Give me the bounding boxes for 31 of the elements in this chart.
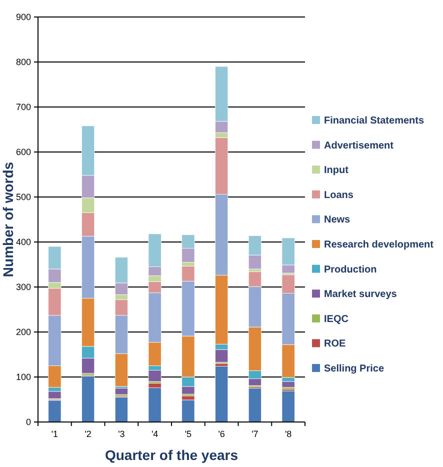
legend-label: Market surveys (324, 289, 398, 300)
legend-label: Input (324, 165, 350, 176)
legend-label: News (324, 214, 351, 226)
y-tick-label: 600 (16, 147, 31, 158)
legend-label: IEQC (324, 314, 348, 325)
y-tick-label: 900 (16, 12, 31, 22)
legend-label: Production (324, 264, 377, 276)
x-axis-title: Quarter of the years (104, 447, 238, 463)
legend-label: Loans (324, 190, 354, 201)
x-tick-label: '4 (151, 429, 158, 439)
x-tick-label: '3 (118, 429, 125, 439)
y-tick-label: 0 (26, 417, 31, 428)
x-tick-label: '5 (184, 429, 192, 439)
y-tick-label: 400 (16, 237, 31, 248)
legend-label: Financial Statements (324, 116, 424, 126)
x-tick-label: '7 (252, 429, 258, 439)
x-tick-label: '6 (218, 429, 225, 439)
y-tick-label: 300 (16, 282, 31, 292)
y-tick-label: 100 (16, 372, 31, 382)
legend-label: Research development (324, 240, 434, 250)
legend-label: ROE (324, 338, 346, 350)
x-tick-label: '8 (284, 429, 292, 439)
legend-label: Advertisement (324, 140, 394, 152)
y-tick-label: 800 (16, 57, 31, 68)
legend-label: Selling Price (324, 364, 384, 374)
y-tick-label: 500 (16, 192, 31, 202)
y-tick-label: 200 (16, 327, 31, 338)
x-tick-label: '2 (84, 429, 92, 439)
y-axis-title: Number of words (0, 162, 16, 278)
x-tick-label: '1 (51, 429, 58, 439)
y-tick-label: 700 (16, 102, 31, 112)
